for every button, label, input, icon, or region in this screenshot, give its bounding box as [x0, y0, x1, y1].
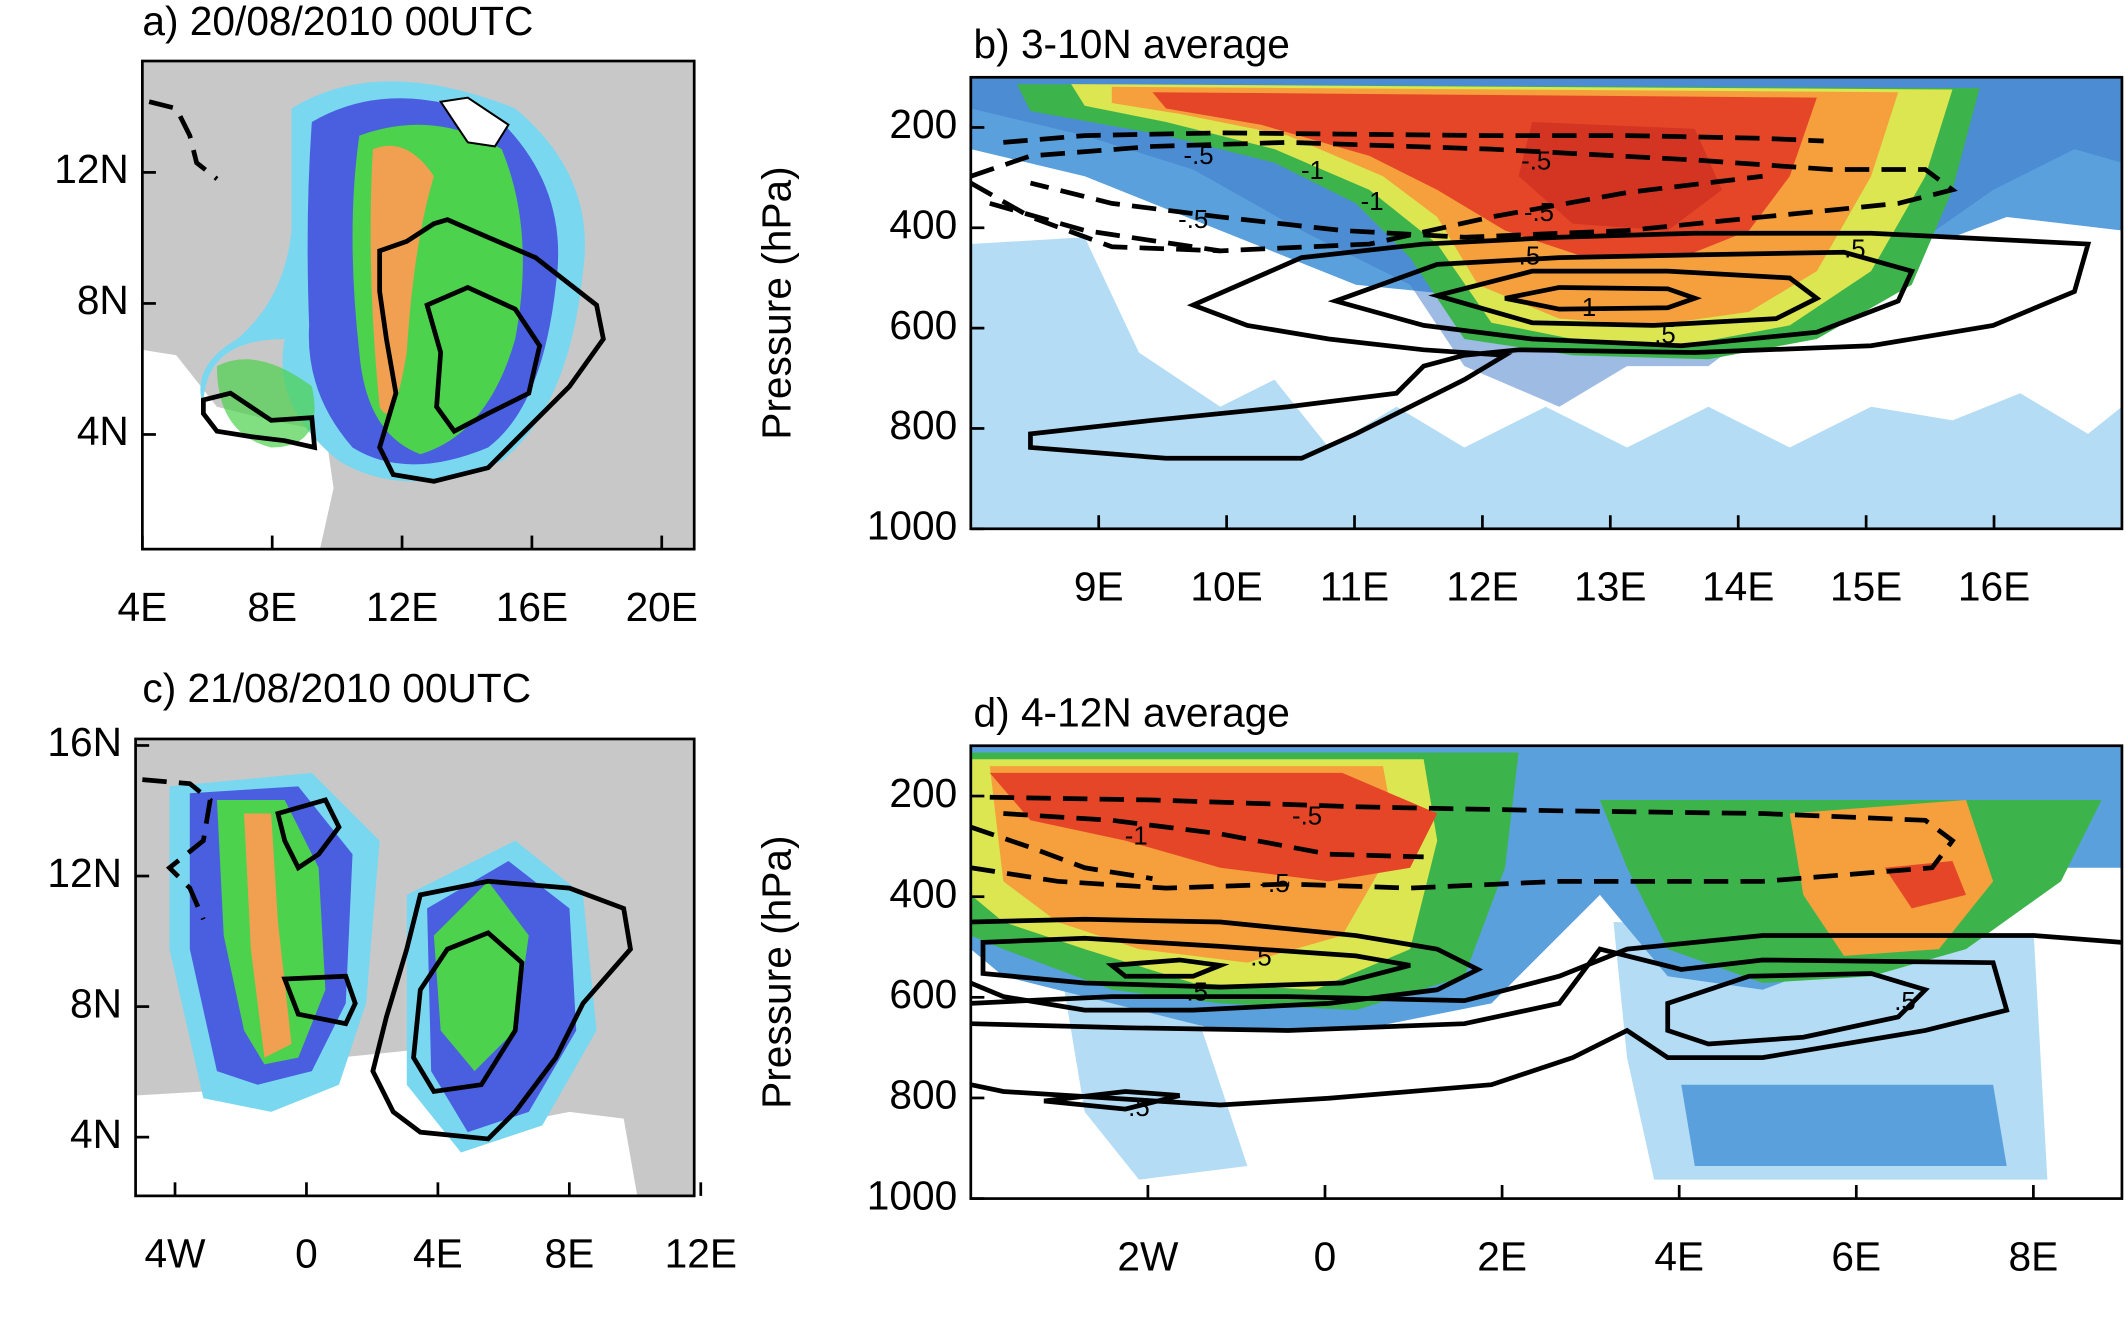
y-tick-label: 8N: [70, 980, 122, 1026]
x-tick-label: 2W: [1117, 1233, 1179, 1279]
contour-label: .5: [1519, 242, 1540, 270]
y-tick-label: 600: [889, 971, 957, 1017]
x-tick-label: 8E: [544, 1231, 594, 1277]
x-tick-label: 8E: [247, 584, 297, 630]
contour-label: .5: [1894, 988, 1915, 1016]
y-axis-label: Pressure (hPa): [753, 166, 799, 439]
x-tick-label: 4E: [1654, 1233, 1704, 1279]
panel-title: a) 20/08/2010 00UTC: [142, 0, 533, 44]
contour-label: .5: [1186, 979, 1207, 1007]
y-tick-label: 800: [889, 1072, 957, 1118]
x-tick-label: 0: [1314, 1233, 1337, 1279]
y-tick-label: 8N: [77, 277, 129, 323]
x-tick-label: 12E: [1446, 564, 1518, 610]
field-a: [142, 61, 695, 550]
contour-label: -.5: [1521, 148, 1551, 176]
plot-frame: [969, 744, 2124, 1200]
x-tick-label: 8E: [2009, 1233, 2059, 1279]
y-tick-label: 1000: [867, 503, 957, 549]
y-tick-label: 200: [889, 101, 957, 147]
y-tick-label: 4N: [70, 1111, 122, 1157]
plot-frame: [134, 737, 696, 1198]
contour-label: -.5: [1524, 199, 1554, 227]
x-tick-label: 12E: [366, 584, 438, 630]
y-tick-label: 16N: [47, 719, 122, 765]
x-tick-label: 13E: [1574, 564, 1646, 610]
x-tick-label: 11E: [1320, 564, 1389, 610]
panel-title: c) 21/08/2010 00UTC: [142, 665, 531, 711]
x-tick-label: 0: [295, 1231, 318, 1277]
plot-frame: [969, 75, 2124, 531]
contour-label: .5: [1128, 1094, 1149, 1122]
contour-label: 1: [1582, 294, 1596, 322]
y-tick-label: 400: [889, 870, 957, 916]
x-tick-label: 14E: [1702, 564, 1774, 610]
contour-label: -.5: [1184, 142, 1214, 170]
x-tick-label: 4W: [145, 1231, 207, 1277]
x-tick-label: 2E: [1477, 1233, 1527, 1279]
contour-label: -1: [1125, 823, 1148, 851]
y-tick-label: 4N: [77, 408, 129, 454]
y-tick-label: 600: [889, 302, 957, 348]
x-tick-label: 10E: [1190, 564, 1262, 610]
contour-label: -.5: [1292, 802, 1322, 830]
x-tick-label: 20E: [626, 584, 698, 630]
contour-label: -1: [1301, 157, 1324, 185]
panel-title: b) 3-10N average: [974, 21, 1290, 67]
y-tick-label: 400: [889, 202, 957, 248]
x-tick-label: 4E: [117, 584, 167, 630]
x-tick-label: 15E: [1830, 564, 1902, 610]
y-tick-label: 800: [889, 402, 957, 448]
field-c: [135, 738, 695, 1196]
x-tick-label: 6E: [1831, 1233, 1881, 1279]
contour-label: -.5: [1259, 870, 1289, 898]
contour-label: .5: [1844, 236, 1865, 264]
contour-label: -.5: [1178, 206, 1208, 234]
x-tick-label: 4E: [413, 1231, 463, 1277]
y-tick-label: 12N: [47, 850, 122, 896]
contour-label: .5: [1654, 321, 1675, 349]
plot-frame: [141, 59, 696, 551]
x-tick-label: 16E: [496, 584, 568, 630]
contour-label: -1: [1361, 188, 1384, 216]
field-d: [970, 745, 2122, 1199]
field-b: [970, 77, 2122, 529]
y-tick-label: 12N: [54, 146, 129, 192]
x-tick-label: 9E: [1074, 564, 1124, 610]
y-tick-label: 1000: [867, 1172, 957, 1218]
contour-label: .5: [1250, 943, 1271, 971]
y-axis-label: Pressure (hPa): [753, 835, 799, 1108]
panel-title: d) 4-12N average: [974, 690, 1290, 736]
x-tick-label: 16E: [1958, 564, 2030, 610]
x-tick-label: 12E: [665, 1231, 737, 1277]
y-tick-label: 200: [889, 770, 957, 816]
